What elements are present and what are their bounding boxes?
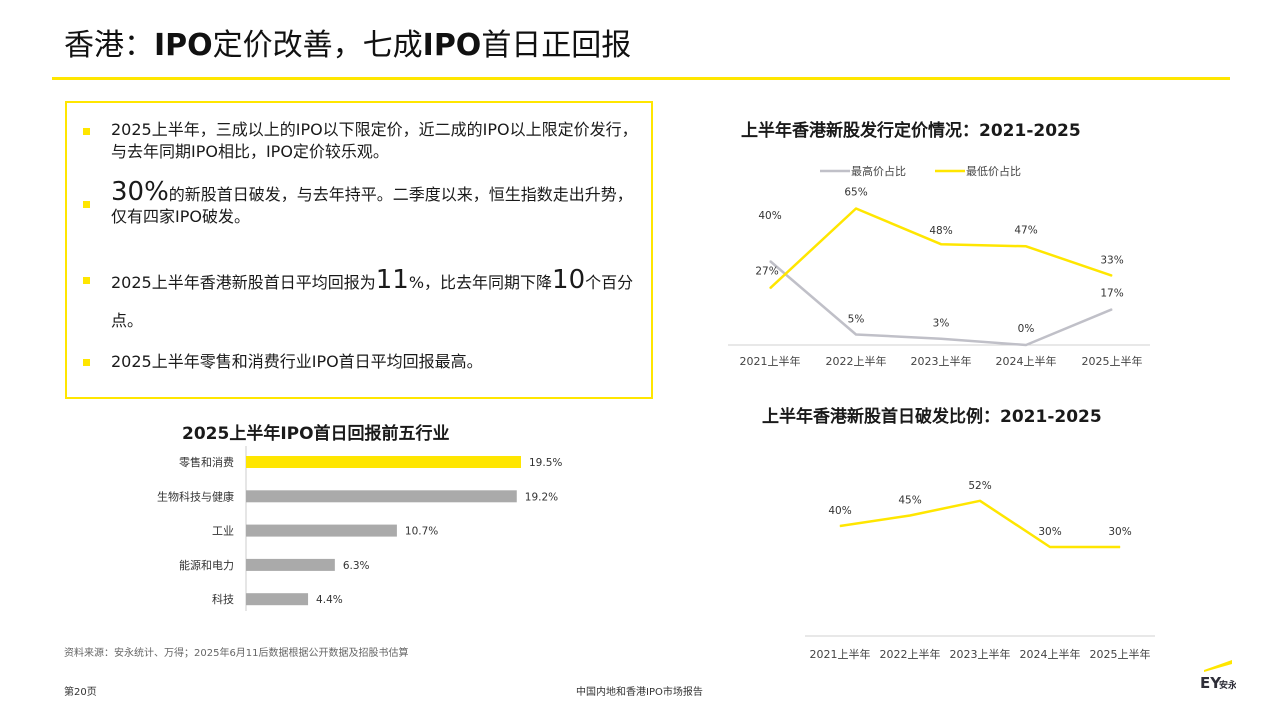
data-point: [769, 260, 771, 262]
summary-text: 个百分点。: [111, 273, 634, 330]
series-line: [769, 207, 1113, 290]
summary-bullet-2: 30%的新股首日破发，与去年持平。二季度以来，恒生指数走出升势，仅有四家IPO破…: [111, 179, 647, 228]
bar-value-label: 4.4%: [316, 594, 343, 606]
report-name: 中国内地和香港IPO市场报告: [576, 687, 703, 698]
bar-chart-title: 2025上半年IPO首日回报前五行业: [182, 424, 450, 444]
x-axis-tick-label: 2023上半年: [950, 647, 1011, 661]
data-point: [855, 208, 857, 209]
page-title: 香港：IPO定价改善，七成IPO首日正回报: [64, 24, 631, 68]
summary-text: 的新股首日破发，与去年持平。二季度以来，恒生指数走出升势，仅有四家IPO破发。: [111, 185, 633, 226]
legend-label: 最高价占比: [851, 164, 906, 178]
title-part: IPO: [422, 28, 482, 63]
data-label: 47%: [1014, 224, 1037, 236]
bar-category-label: 生物科技与健康: [157, 489, 234, 503]
bar: [246, 456, 521, 468]
x-axis-tick-label: 2023上半年: [911, 354, 972, 368]
x-axis-tick-label: 2022上半年: [826, 354, 887, 368]
data-point: [1049, 546, 1051, 548]
data-label: 65%: [844, 187, 867, 199]
stat-highlight: 30%: [111, 177, 169, 207]
data-point: [769, 287, 771, 289]
data-point: [1111, 308, 1113, 310]
data-label: 3%: [933, 318, 950, 330]
data-label: 30%: [1108, 526, 1131, 538]
bar-value-label: 6.3%: [343, 560, 370, 572]
bar: [246, 524, 397, 537]
page-number: 第20页: [64, 687, 97, 698]
ey-logo: EY 安永: [1200, 660, 1236, 692]
data-label: 40%: [828, 505, 851, 517]
data-label: 27%: [755, 265, 778, 277]
data-point: [1025, 245, 1027, 247]
title-part: 首日正回报: [481, 28, 632, 63]
bar-category-label: 科技: [212, 592, 234, 606]
series-line: [769, 260, 1113, 347]
x-axis-tick-label: 2022上半年: [880, 647, 941, 661]
x-axis-tick-label: 2024上半年: [996, 354, 1057, 368]
data-label: 48%: [929, 225, 952, 237]
summary-bullet-3: 2025上半年香港新股首日平均回报为11%，比去年同期下降10个百分点。: [111, 261, 647, 340]
summary-bullet-4: 2025上半年零售和消费行业IPO首日平均回报最高。: [111, 352, 483, 371]
data-point: [1025, 344, 1027, 346]
bar-category-label: 工业: [212, 525, 234, 538]
x-axis-tick-label: 2021上半年: [810, 647, 871, 661]
bar-value-label: 19.5%: [529, 457, 562, 469]
pricing-chart-title: 上半年香港新股发行定价情况：2021-2025: [741, 121, 1081, 141]
bar: [246, 558, 335, 571]
bullet-marker: [83, 359, 90, 366]
data-point: [940, 243, 942, 245]
x-axis-tick-label: 2025上半年: [1082, 354, 1143, 368]
break-chart-title: 上半年香港新股首日破发比例：2021-2025: [762, 407, 1102, 427]
series-line: [839, 499, 1120, 549]
svg-text:安永: 安永: [1219, 679, 1236, 691]
bar-category-label: 能源和电力: [179, 558, 234, 572]
bar-category-label: 零售和消费: [179, 455, 234, 469]
stat-highlight: 10: [552, 265, 586, 295]
svg-text:EY: EY: [1200, 674, 1222, 692]
stat-highlight: 11: [375, 265, 409, 295]
break-issue-line-chart: 40% 45% 52% 30% 30% 2021上半年 2022上半年 2023上半年 2024…: [805, 480, 1155, 661]
title-part: 香港：: [64, 28, 154, 63]
x-axis-tick-label: 2024上半年: [1020, 647, 1081, 661]
data-label: 17%: [1100, 287, 1123, 299]
title-underline: [52, 77, 1230, 80]
summary-bullet-1: 2025上半年，三成以上的IPO以下限定价，近二成的IPO以上限定价发行，与去年…: [111, 120, 638, 161]
data-point: [839, 525, 841, 527]
data-point: [1119, 546, 1121, 548]
data-point: [855, 334, 857, 335]
bullet-marker: [83, 201, 90, 208]
summary-text: 2025上半年香港新股首日平均回报为: [111, 273, 376, 292]
data-label: 52%: [968, 480, 991, 492]
pricing-line-chart: 最高价占比 最低价占比 40% 5% 3% 0% 17% 27% 65% 48% 47% 33% 202…: [728, 164, 1150, 368]
data-point: [1111, 275, 1113, 277]
source-note: 资料来源：安永统计、万得；2025年6月11后数据根据公开数据及招股书估算: [64, 648, 409, 659]
industry-return-bar-chart: 零售和消费 19.5% 生物科技与健康 19.2% 工业 10.7% 能源和电力 6.3% 科技…: [157, 446, 562, 611]
bar-value-label: 19.2%: [525, 491, 558, 503]
data-point: [909, 515, 911, 516]
x-axis-tick-label: 2025上半年: [1090, 647, 1151, 661]
data-label: 45%: [898, 495, 921, 507]
title-part: IPO: [154, 28, 213, 63]
summary-text: %，比去年同期下降: [408, 273, 553, 292]
data-label: 0%: [1018, 323, 1035, 335]
bullet-marker: [83, 128, 90, 135]
bar: [246, 593, 309, 606]
data-label: 40%: [758, 210, 781, 222]
data-point: [979, 500, 981, 502]
bullet-marker: [83, 277, 90, 284]
bar-value-label: 10.7%: [405, 526, 438, 538]
title-part: 定价改善，七成: [212, 28, 423, 63]
x-axis-tick-label: 2021上半年: [740, 354, 801, 368]
data-point: [940, 338, 942, 340]
legend-label: 最低价占比: [966, 164, 1021, 178]
data-label: 33%: [1100, 255, 1123, 267]
summary-box: 2025上半年，三成以上的IPO以下限定价，近二成的IPO以上限定价发行，与去年…: [65, 101, 653, 399]
data-label: 5%: [848, 314, 865, 326]
data-label: 30%: [1038, 526, 1061, 538]
bar: [246, 490, 517, 503]
